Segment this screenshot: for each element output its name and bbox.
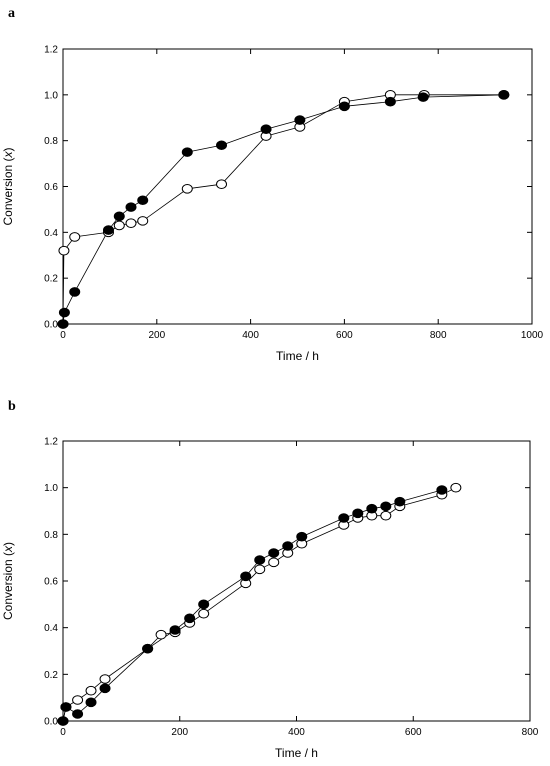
y-tick-label: 0.6 xyxy=(44,182,58,193)
data-point-filled xyxy=(282,541,294,551)
data-point-open xyxy=(99,674,111,684)
data-point-filled xyxy=(268,548,280,558)
x-tick-label: 800 xyxy=(430,330,447,341)
y-axis-title-text: Conversion ( xyxy=(1,157,15,225)
data-point-filled xyxy=(137,195,149,206)
data-point-filled xyxy=(352,508,364,519)
data-point-open xyxy=(85,685,97,696)
data-point-filled xyxy=(102,225,114,235)
data-point-filled xyxy=(216,140,228,151)
y-tick-label: 1.2 xyxy=(44,437,58,448)
data-point-filled xyxy=(57,319,69,329)
data-point-filled xyxy=(181,147,193,157)
x-tick-label: 800 xyxy=(522,727,539,738)
data-point-filled xyxy=(60,702,72,712)
y-axis-title: Conversion (x) xyxy=(1,542,15,620)
x-tick-label: 600 xyxy=(336,330,353,341)
data-point-open xyxy=(137,216,149,226)
y-tick-label: 0.8 xyxy=(44,136,58,147)
y-axis-title: Conversion (x) xyxy=(1,147,15,225)
x-tick-label: 0 xyxy=(60,727,66,738)
data-point-filled xyxy=(294,115,306,125)
data-point-filled xyxy=(380,501,392,512)
x-tick-label: 400 xyxy=(242,330,259,341)
y-axis-title-text-end: ) xyxy=(1,147,15,151)
data-point-filled xyxy=(394,496,406,507)
data-point-filled xyxy=(254,555,266,565)
y-tick-label: 0.0 xyxy=(44,717,58,728)
series-line-filled xyxy=(62,489,443,722)
panel-label: b xyxy=(8,399,16,414)
data-point-filled xyxy=(125,202,137,212)
y-tick-label: 0.8 xyxy=(44,530,58,541)
x-tick-label: 400 xyxy=(288,727,305,738)
y-tick-label: 1.2 xyxy=(44,45,58,56)
data-point-open xyxy=(155,629,167,640)
y-tick-label: 1.0 xyxy=(44,90,58,101)
x-tick-label: 0 xyxy=(60,330,66,341)
data-point-filled xyxy=(169,625,181,635)
data-point-filled xyxy=(338,101,350,112)
y-axis-title-text-end: ) xyxy=(1,542,15,546)
data-point-filled xyxy=(99,683,111,694)
data-point-filled xyxy=(436,485,448,495)
data-point-filled xyxy=(58,307,70,318)
data-point-filled xyxy=(366,503,378,514)
data-point-filled xyxy=(296,531,308,542)
data-point-filled xyxy=(184,613,196,624)
y-tick-label: 0.2 xyxy=(44,670,58,681)
data-point-filled xyxy=(69,287,81,297)
data-point-filled xyxy=(113,211,125,222)
data-point-open xyxy=(380,510,392,521)
data-point-filled xyxy=(417,92,429,102)
data-point-filled xyxy=(498,90,510,100)
data-point-filled xyxy=(338,513,350,523)
plot-frame xyxy=(62,48,533,325)
chart-panel-b: b 0 200 400 600 800 0.0 0.2 0.4 0.6 0.8 1.0 1.2 Time … xyxy=(1,399,539,760)
y-tick-label: 1.0 xyxy=(44,483,58,494)
data-point-filled xyxy=(57,716,69,726)
data-point-filled xyxy=(198,599,210,610)
y-tick-label: 0.6 xyxy=(44,577,58,588)
x-tick-label: 600 xyxy=(405,727,422,738)
data-point-open xyxy=(450,482,462,493)
data-point-open xyxy=(254,564,266,575)
y-tick-label: 0.4 xyxy=(44,623,58,634)
y-tick-label: 0.0 xyxy=(44,320,58,331)
x-tick-label: 1000 xyxy=(521,330,544,341)
data-point-open xyxy=(181,183,193,194)
panel-label: a xyxy=(8,6,15,21)
plot-frame xyxy=(62,440,531,722)
data-point-open xyxy=(58,245,70,256)
data-point-open xyxy=(69,232,81,242)
y-axis-title-variable: x xyxy=(1,545,15,553)
chart-panel-a: a 0 200 400 600 800 1000 0.0 0.2 0.4 0.6 0.8 1.0 1.2 T… xyxy=(1,6,544,363)
series-line-open xyxy=(62,487,457,722)
y-tick-label: 0.4 xyxy=(44,228,58,239)
x-tick-label: 200 xyxy=(171,727,188,738)
data-point-open xyxy=(268,557,280,568)
data-point-open xyxy=(125,218,137,228)
x-axis-title: Time / h xyxy=(276,349,319,363)
data-point-filled xyxy=(260,124,272,135)
x-axis-title: Time / h xyxy=(275,746,318,760)
x-tick-label: 200 xyxy=(148,330,165,341)
y-tick-label: 0.2 xyxy=(44,274,58,285)
data-point-filled xyxy=(142,643,154,654)
data-point-open xyxy=(216,179,228,190)
data-point-filled xyxy=(72,709,84,719)
data-point-filled xyxy=(85,697,97,708)
data-point-open xyxy=(198,608,210,619)
data-point-open xyxy=(72,695,84,705)
y-axis-title-variable: x xyxy=(1,150,15,158)
data-point-open xyxy=(113,220,125,231)
data-point-filled xyxy=(384,96,396,107)
data-point-filled xyxy=(240,571,252,582)
y-axis-title-text: Conversion ( xyxy=(1,552,15,620)
